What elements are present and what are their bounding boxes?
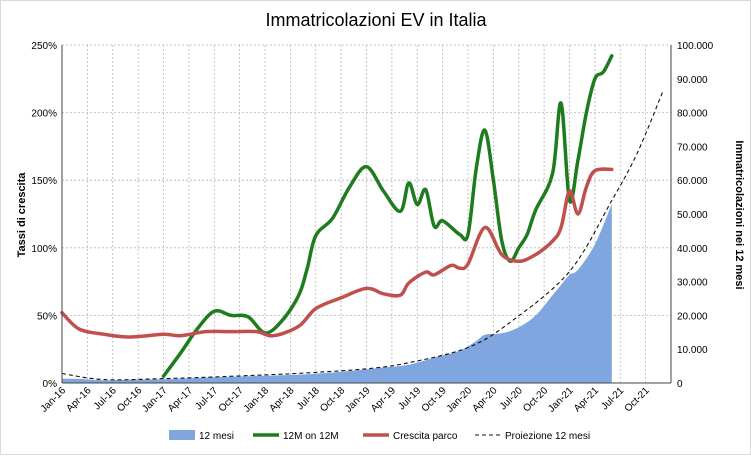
x-tick-label: Apr-17 — [166, 385, 195, 414]
y-left-tick-label: 250% — [31, 41, 57, 52]
y-right-tick-label: 40.000 — [677, 244, 708, 255]
chart-title: Immatricolazioni EV in Italia — [265, 10, 487, 30]
y-right-tick-label: 50.000 — [677, 210, 708, 221]
x-tick-label: Jul-17 — [193, 385, 220, 412]
x-tick-label: Oct-17 — [217, 385, 246, 414]
x-tick-label: Jul-19 — [396, 385, 423, 412]
x-tick-label: Apr-20 — [470, 385, 499, 414]
x-tick-label: Jan-18 — [242, 385, 272, 415]
right-axis-ticks: 0 10.000 20.000 30.000 40.000 50.000 60.000 70.… — [677, 41, 714, 390]
x-axis-ticks: Jan-16Apr-16Jul-16Oct-16Jan-17Apr-17Jul-… — [39, 385, 652, 415]
y-axis-right-label: Immatricolazioni nei 12 mesi — [733, 140, 745, 289]
x-tick-label: Apr-21 — [572, 385, 601, 414]
legend-label-crescita-parco: Crescita parco — [393, 431, 458, 442]
y-left-tick-label: 100% — [31, 244, 57, 255]
y-right-tick-label: 20.000 — [677, 311, 708, 322]
x-tick-label: Jan-21 — [546, 385, 576, 415]
y-left-tick-label: 0% — [43, 379, 58, 390]
x-tick-label: Jul-20 — [498, 385, 525, 412]
x-tick-label: Oct-16 — [115, 385, 144, 414]
legend-swatch-12-mesi — [169, 430, 195, 440]
left-axis-ticks: 0% 50% 100% 150% 200% 250% — [31, 41, 57, 390]
legend-label-12m-on-12m: 12M on 12M — [283, 431, 339, 442]
series-proiezione-12-mesi-line — [61, 92, 664, 381]
legend: 12 mesi 12M on 12M Crescita parco Proiezion… — [169, 430, 590, 442]
series-layer — [60, 54, 664, 383]
x-tick-label: Apr-16 — [64, 385, 93, 414]
y-right-tick-label: 10.000 — [677, 345, 708, 356]
legend-label-12-mesi: 12 mesi — [199, 431, 234, 442]
series-12-mesi-area — [62, 203, 612, 383]
legend-label-proiezione-12-mesi: Proiezione 12 mesi — [505, 431, 590, 442]
y-right-tick-label: 70.000 — [677, 142, 708, 153]
x-tick-label: Jul-21 — [599, 385, 626, 412]
chart-grid — [62, 44, 672, 383]
y-right-tick-label: 30.000 — [677, 278, 708, 289]
y-right-tick-label: 0 — [677, 379, 683, 390]
y-right-tick-label: 60.000 — [677, 176, 708, 187]
x-tick-label: Oct-19 — [420, 385, 449, 414]
x-tick-label: Jul-18 — [295, 385, 322, 412]
x-tick-label: Apr-19 — [369, 385, 398, 414]
x-tick-label: Oct-20 — [521, 385, 550, 414]
x-tick-label: Jan-19 — [343, 385, 373, 415]
y-left-tick-label: 150% — [31, 176, 57, 187]
x-tick-label: Oct-18 — [318, 385, 347, 414]
y-left-tick-label: 200% — [31, 109, 57, 120]
y-left-tick-label: 50% — [37, 311, 57, 322]
x-tick-label: Jan-20 — [445, 385, 475, 415]
x-tick-label: Oct-21 — [623, 385, 652, 414]
x-tick-label: Jan-17 — [140, 385, 170, 415]
series-12m-on-12m-line — [161, 54, 614, 378]
y-right-tick-label: 100.000 — [677, 41, 714, 52]
y-right-tick-label: 80.000 — [677, 109, 708, 120]
series-crescita-parco-line — [60, 167, 614, 339]
y-axis-left-label: Tassi di crescita — [16, 172, 28, 258]
y-right-tick-label: 90.000 — [677, 75, 708, 86]
x-tick-label: Jul-16 — [92, 385, 119, 412]
x-tick-label: Apr-18 — [267, 385, 296, 414]
